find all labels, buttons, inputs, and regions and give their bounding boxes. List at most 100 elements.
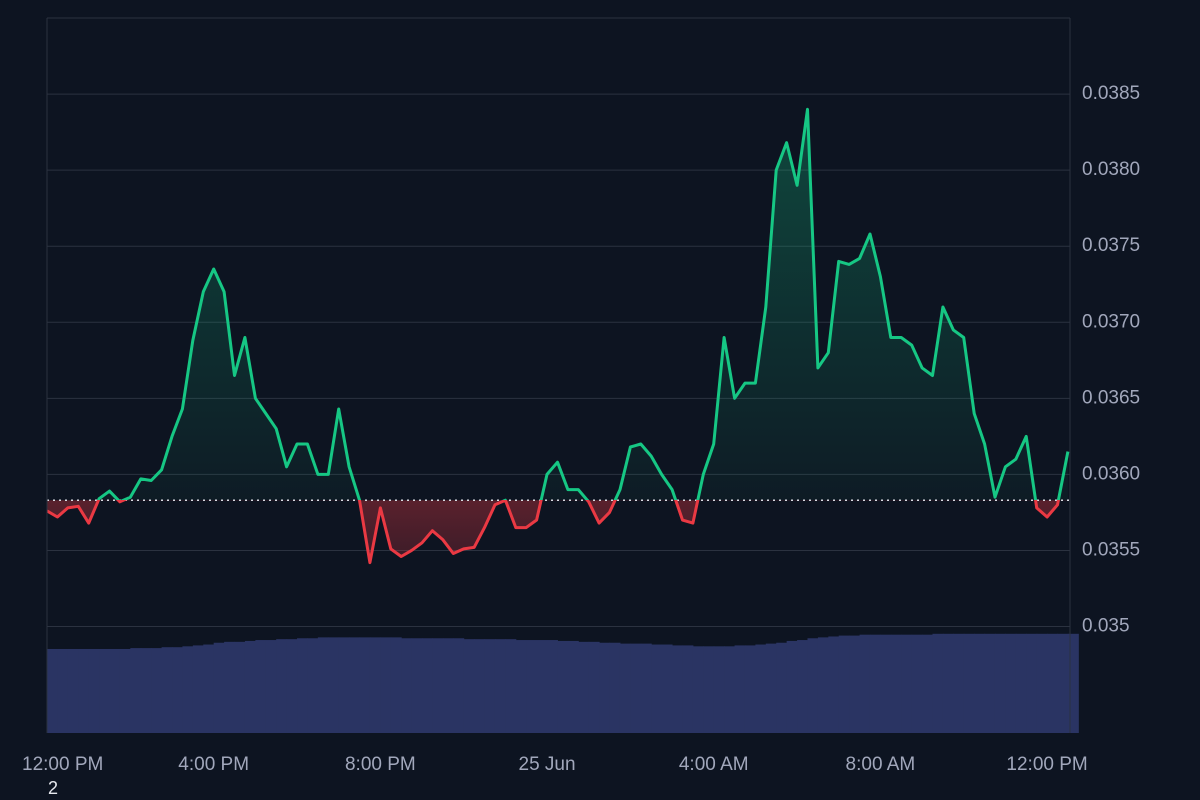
volume-bar xyxy=(734,645,746,733)
volume-bar xyxy=(682,645,694,733)
volume-bar xyxy=(328,637,340,733)
volume-bar xyxy=(182,646,194,733)
volume xyxy=(47,633,1079,733)
volume-bar xyxy=(942,633,954,733)
volume-bar xyxy=(224,641,236,733)
x-tick-label: 4:00 AM xyxy=(679,754,749,775)
volume-bar xyxy=(286,639,298,733)
volume-bar xyxy=(297,638,308,733)
volume-bar xyxy=(536,640,548,733)
volume-bar xyxy=(1005,633,1017,733)
footnote: 2 xyxy=(48,778,58,798)
area xyxy=(47,109,1068,563)
y-tick-label: 0.0380 xyxy=(1082,159,1140,180)
volume-bar xyxy=(869,634,881,733)
y-tick-label: 0.035 xyxy=(1082,616,1130,637)
volume-bar xyxy=(797,640,808,733)
volume-bar xyxy=(765,643,777,733)
volume-bar xyxy=(901,634,913,733)
volume-bar xyxy=(130,648,142,733)
volume-bar xyxy=(849,635,861,733)
volume-bar xyxy=(567,640,579,733)
volume-bar xyxy=(99,648,111,733)
volume-bar xyxy=(1036,633,1048,733)
volume-bar xyxy=(401,638,413,733)
volume-bar xyxy=(630,643,642,733)
volume-bar xyxy=(140,648,152,733)
volume-bar xyxy=(67,648,79,733)
volume-bar xyxy=(1015,633,1027,733)
volume-bar xyxy=(922,634,934,733)
volume-bar xyxy=(672,645,683,733)
volume-bar xyxy=(432,638,444,733)
volume-bar xyxy=(213,642,225,733)
volume-bar xyxy=(547,640,558,733)
y-tick-label: 0.0370 xyxy=(1082,311,1140,332)
volume-bar xyxy=(265,640,277,733)
volume-bar xyxy=(255,640,267,733)
price-line xyxy=(47,107,1070,565)
volume-bar xyxy=(1047,633,1059,733)
volume-bar xyxy=(47,648,58,733)
volume-bar xyxy=(994,633,1006,733)
volume-bar xyxy=(359,637,371,733)
volume-bar xyxy=(599,642,611,733)
volume-bar xyxy=(234,641,246,733)
x-tick-label: 8:00 PM xyxy=(345,754,416,775)
volume-bar xyxy=(703,646,715,733)
volume-bar xyxy=(880,634,892,733)
volume-bar xyxy=(349,637,361,733)
volume-bar xyxy=(755,644,767,733)
volume-bar xyxy=(838,635,850,733)
volume-bar xyxy=(1057,633,1069,733)
volume-bar xyxy=(453,638,465,733)
volume-bar xyxy=(724,646,736,733)
volume-bar xyxy=(505,639,517,733)
volume-bar xyxy=(172,647,183,733)
volume-bar xyxy=(984,633,996,733)
volume-bar xyxy=(817,637,829,733)
volume-bar xyxy=(463,639,475,733)
volume-bar xyxy=(307,638,319,733)
volume-bar xyxy=(578,641,590,733)
volume-bar xyxy=(411,638,423,733)
volume-bar xyxy=(609,642,621,733)
x-tick-label: 8:00 AM xyxy=(846,754,916,775)
y-tick-label: 0.0375 xyxy=(1082,235,1140,256)
y-tick-label: 0.0385 xyxy=(1082,83,1140,104)
volume-bar xyxy=(119,648,131,733)
volume-bar xyxy=(786,640,798,733)
volume-bar xyxy=(442,638,454,733)
volume-bar xyxy=(890,634,902,733)
volume-bar xyxy=(484,639,496,733)
volume-bar xyxy=(963,633,975,733)
volume-bar xyxy=(953,633,965,733)
volume-bar xyxy=(1067,633,1079,733)
volume-bar xyxy=(557,640,569,733)
volume-bar xyxy=(1026,633,1038,733)
volume-bar xyxy=(744,645,756,733)
volume-bar xyxy=(661,644,673,733)
volume-bar xyxy=(494,639,506,733)
volume-bar xyxy=(380,637,392,733)
volume-bar xyxy=(828,636,840,733)
x-tick-label: 12:00 PM xyxy=(1006,754,1087,775)
volume-bar xyxy=(57,648,69,733)
volume-bar xyxy=(974,633,986,733)
volume-bar xyxy=(276,639,288,733)
volume-bar xyxy=(88,648,100,733)
volume-bar xyxy=(776,642,788,733)
volume-bar xyxy=(859,634,871,733)
volume-bar xyxy=(78,648,90,733)
volume-bar xyxy=(515,640,527,733)
volume-bar xyxy=(390,637,402,733)
volume-bar xyxy=(640,643,652,733)
x-tick-label: 12:00 PM xyxy=(22,754,103,775)
volume-bar xyxy=(151,648,163,733)
volume-bar xyxy=(474,639,486,733)
x-tick-label: 25 Jun xyxy=(519,754,576,775)
volume-bar xyxy=(619,643,631,733)
volume-bar xyxy=(161,647,173,733)
